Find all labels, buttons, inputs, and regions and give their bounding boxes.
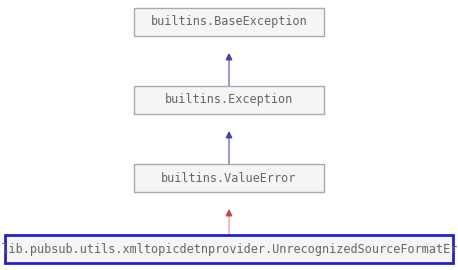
Text: wx.lib.pubsub.utils.xmltopicdetnprovider.UnrecognizedSourceFormatError: wx.lib.pubsub.utils.xmltopicdetnprovider… (0, 242, 458, 255)
Bar (5, 235, 453, 263)
Text: builtins.BaseException: builtins.BaseException (151, 15, 307, 29)
Text: builtins.Exception: builtins.Exception (165, 93, 293, 106)
Bar (134, 8, 324, 36)
Bar (134, 164, 324, 192)
Bar (134, 86, 324, 114)
Text: builtins.ValueError: builtins.ValueError (161, 171, 297, 184)
